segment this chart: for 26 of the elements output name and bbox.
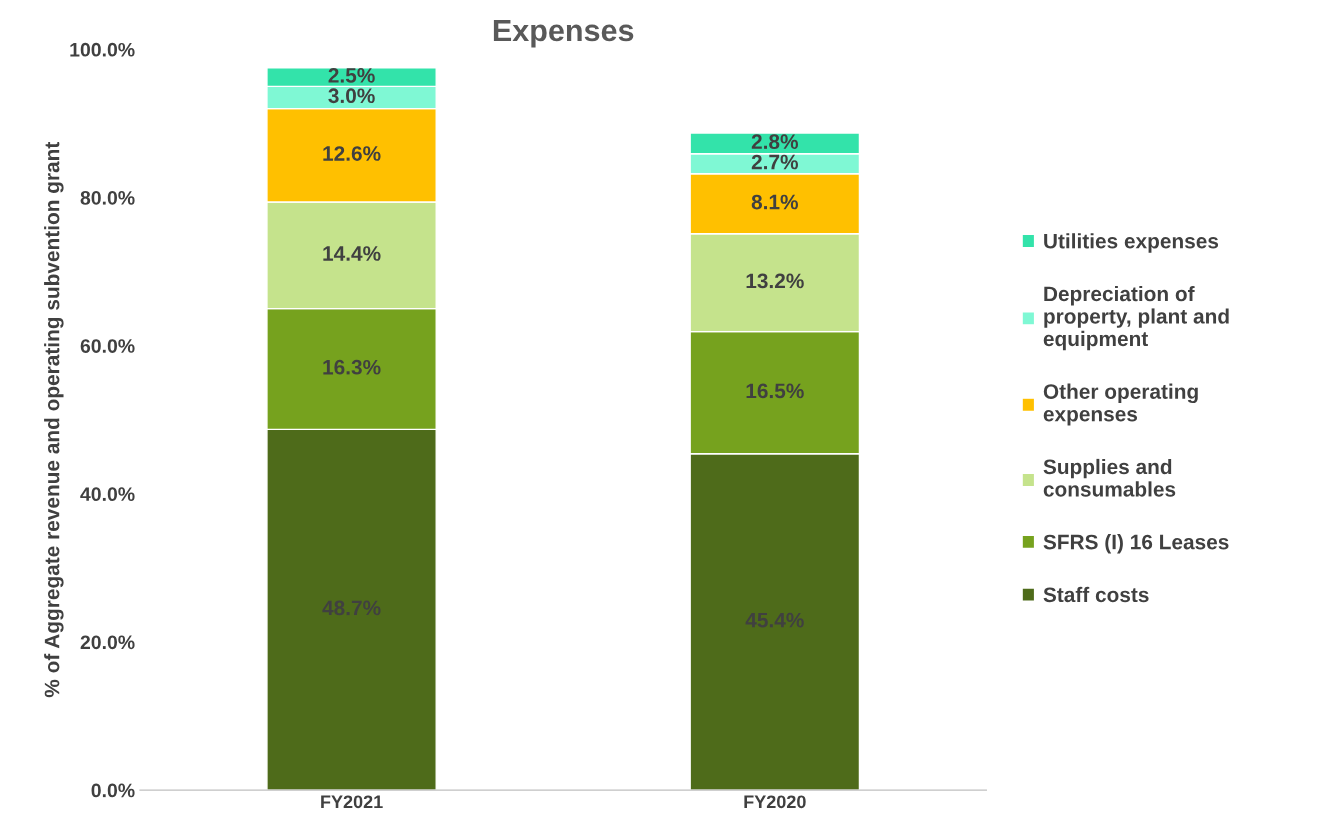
legend-label: Utilities expenses xyxy=(1044,233,1219,253)
y-tick-label: 20.0% xyxy=(80,635,135,650)
y-tick-label: 60.0% xyxy=(80,339,135,353)
data-label: 16.3% xyxy=(323,359,381,375)
data-label: 8.1% xyxy=(751,194,798,210)
data-label: 2.5% xyxy=(328,68,375,83)
legend-label: Staff costs xyxy=(1043,586,1149,603)
x-tick-label: FY2020 xyxy=(744,795,806,809)
legend-label: SFRS (I) 16 Leases xyxy=(1043,534,1229,554)
y-tick-label: 80.0% xyxy=(80,190,135,205)
y-tick-label: 40.0% xyxy=(80,487,135,502)
data-label: 2.7% xyxy=(751,154,798,170)
y-tick-label: 100.0% xyxy=(70,42,135,57)
legend-label: Depreciation of property, plant and equipment xyxy=(1043,285,1229,351)
legend-label: Supplies and consumables xyxy=(1043,458,1176,497)
x-tick-label: FY2021 xyxy=(321,795,383,809)
data-label: 14.4% xyxy=(323,246,381,261)
data-label: 13.2% xyxy=(746,273,804,289)
y-axis-title: % of Aggregate revenue and operating subvention grant xyxy=(44,141,64,698)
data-label: 2.8% xyxy=(751,134,798,150)
legend-label: Other operating expenses xyxy=(1043,383,1198,426)
data-label: 3.0% xyxy=(328,88,375,104)
chart-title: Expenses xyxy=(493,20,634,48)
y-tick-label: 0.0% xyxy=(91,783,135,798)
data-label: 12.6% xyxy=(323,146,381,161)
data-label: 16.5% xyxy=(746,383,804,399)
